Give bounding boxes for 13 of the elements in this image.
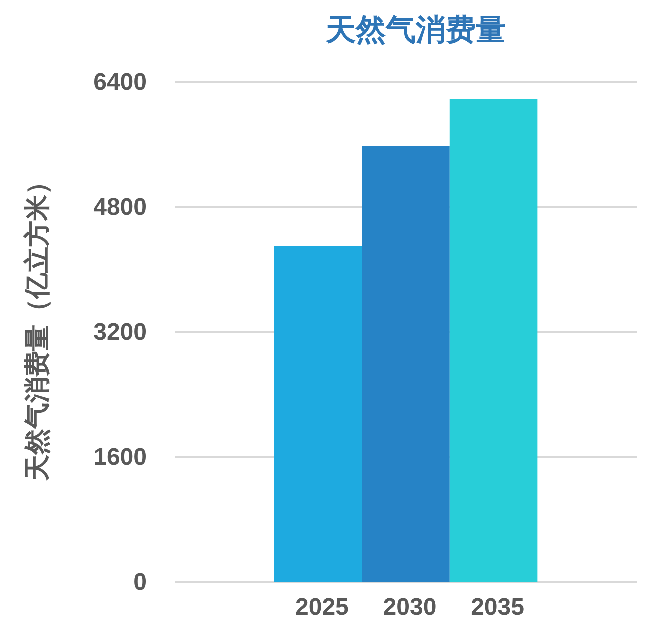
y-tick-label: 6400 [94,69,147,96]
x-tick-label: 2025 [296,594,349,621]
y-tick-label: 0 [134,569,147,596]
y-axis-title: 天然气消费量（亿立方米） [22,169,52,482]
y-tick-label: 1600 [94,444,147,471]
x-tick-label: 2035 [471,594,524,621]
y-tick-label: 3200 [94,319,147,346]
y-tick-label: 4800 [94,194,147,221]
chart-title: 天然气消费量 [325,14,506,47]
bar [274,246,362,582]
x-tick-label: 2030 [383,594,437,621]
bar [362,146,450,582]
bar [450,99,538,582]
